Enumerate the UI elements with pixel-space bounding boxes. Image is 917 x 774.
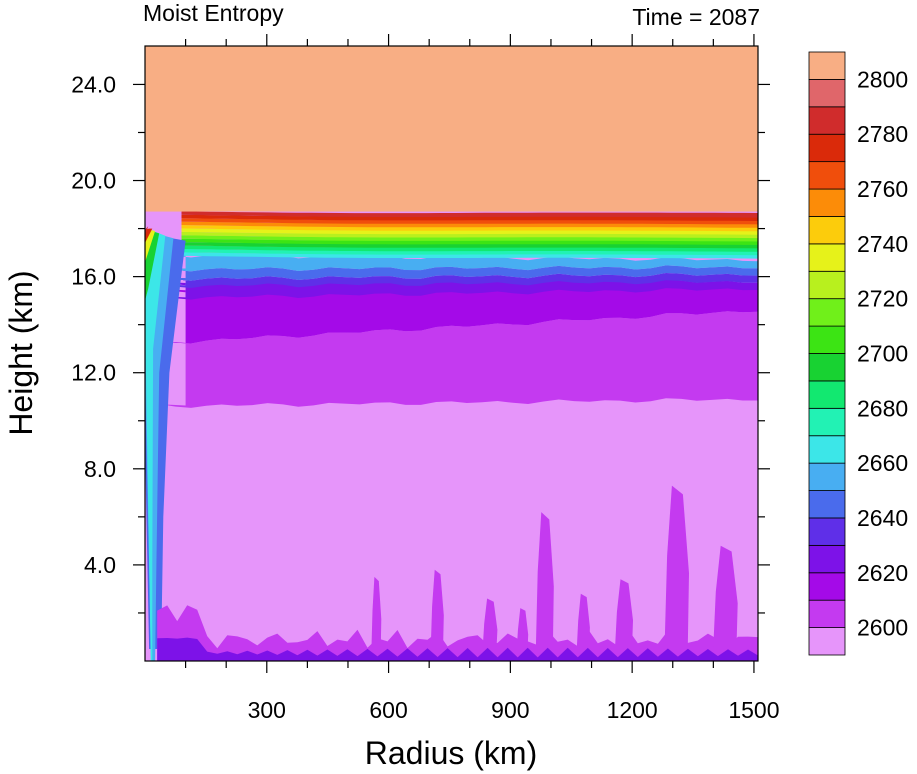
colorbar-box-21 [808,51,846,80]
colorbar-tick-label: 2660 [857,450,908,476]
colorbar-box-9 [808,380,846,409]
y-tick-label: 4.0 [84,552,116,578]
colorbar-box-19 [808,106,846,135]
convective-plume-5 [664,485,689,647]
colorbar-box-17 [808,161,846,190]
colorbar-box-5 [808,490,846,519]
colorbar-tick-label: 2740 [857,231,908,257]
y-tick-label: 20.0 [71,168,116,194]
y-axis-label: Height (km) [3,270,39,435]
y-tick-label: 24.0 [71,71,116,97]
colorbar [808,51,846,656]
colorbar-tick-label: 2700 [857,341,908,367]
convective-plume-4 [615,579,633,647]
field-level-above-2800 [145,46,758,212]
colorbar-box-3 [808,544,846,574]
field-level-2610 [160,311,758,408]
colorbar-box-8 [808,407,846,437]
colorbar-box-10 [808,353,846,382]
colorbar-tick-label: 2640 [857,505,908,531]
colorbar-box-6 [808,462,846,491]
colorbar-box-15 [808,216,846,245]
colorbar-box-14 [808,243,846,272]
eyewall-band-6 [145,226,149,236]
colorbar-box-18 [808,133,846,163]
colorbar-box-0 [808,627,846,656]
colorbar-tick-label: 2780 [857,121,908,147]
chart-title: Moist Entropy [143,0,284,26]
x-tick-label: 600 [369,697,407,723]
eyewall-band-2 [145,231,166,661]
colorbar-box-11 [808,325,846,354]
field-level-2790 [181,211,758,218]
convective-plume-3 [576,593,590,647]
eyewall-band-5 [145,228,153,243]
plot-frame [144,45,759,662]
boundary-layer-2610 [157,605,758,661]
colorbar-tick-label: 2800 [857,66,908,92]
field-level-2660 [160,253,758,272]
convective-plume-7 [535,512,554,647]
colorbar-tick-label: 2620 [857,560,908,586]
x-tick-label: 300 [248,697,286,723]
colorbar-tick-label: 2760 [857,176,908,202]
y-tick-label: 12.0 [71,360,116,386]
x-tick-label: 1200 [607,697,658,723]
colorbar-box-7 [808,435,846,464]
colorbar-labels: 2600 2620 2640 2660 2680 2700 2720 2740 2760 2780… [857,66,908,640]
x-tick-label: 1500 [728,697,779,723]
contour-field [145,46,758,661]
y-tick-label: 8.0 [84,456,116,482]
colorbar-tick-label: 2720 [857,286,908,312]
chart-subtitle: Time = 2087 [632,4,760,30]
field-level-2620 [160,285,758,344]
convective-plume-6 [713,545,738,647]
colorbar-tick-label: 2680 [857,395,908,421]
field-level-2650 [160,265,758,281]
colorbar-tick-label: 2600 [857,615,908,641]
convective-plume-0 [371,576,382,647]
colorbar-box-12 [808,298,846,327]
convective-plume-1 [482,598,498,647]
x-axis-label: Radius (km) [365,735,537,771]
axis-ticks [133,34,770,673]
x-tick-label: 900 [491,697,529,723]
convective-plume-8 [430,569,444,647]
boundary-layer-2630 [157,637,758,661]
colorbar-box-13 [808,270,846,300]
colorbar-box-20 [808,79,846,108]
colorbar-box-4 [808,517,846,546]
colorbar-box-16 [808,188,846,217]
convective-plume-2 [516,608,529,647]
y-tick-labels: 4.0 8.0 12.0 16.0 20.0 24.0 [71,71,116,577]
field-level-2640 [160,273,758,288]
y-tick-label: 16.0 [71,264,116,290]
colorbar-box-1 [808,599,846,628]
x-tick-labels: 300 600 900 1200 1500 [248,697,780,723]
colorbar-box-2 [808,572,846,601]
